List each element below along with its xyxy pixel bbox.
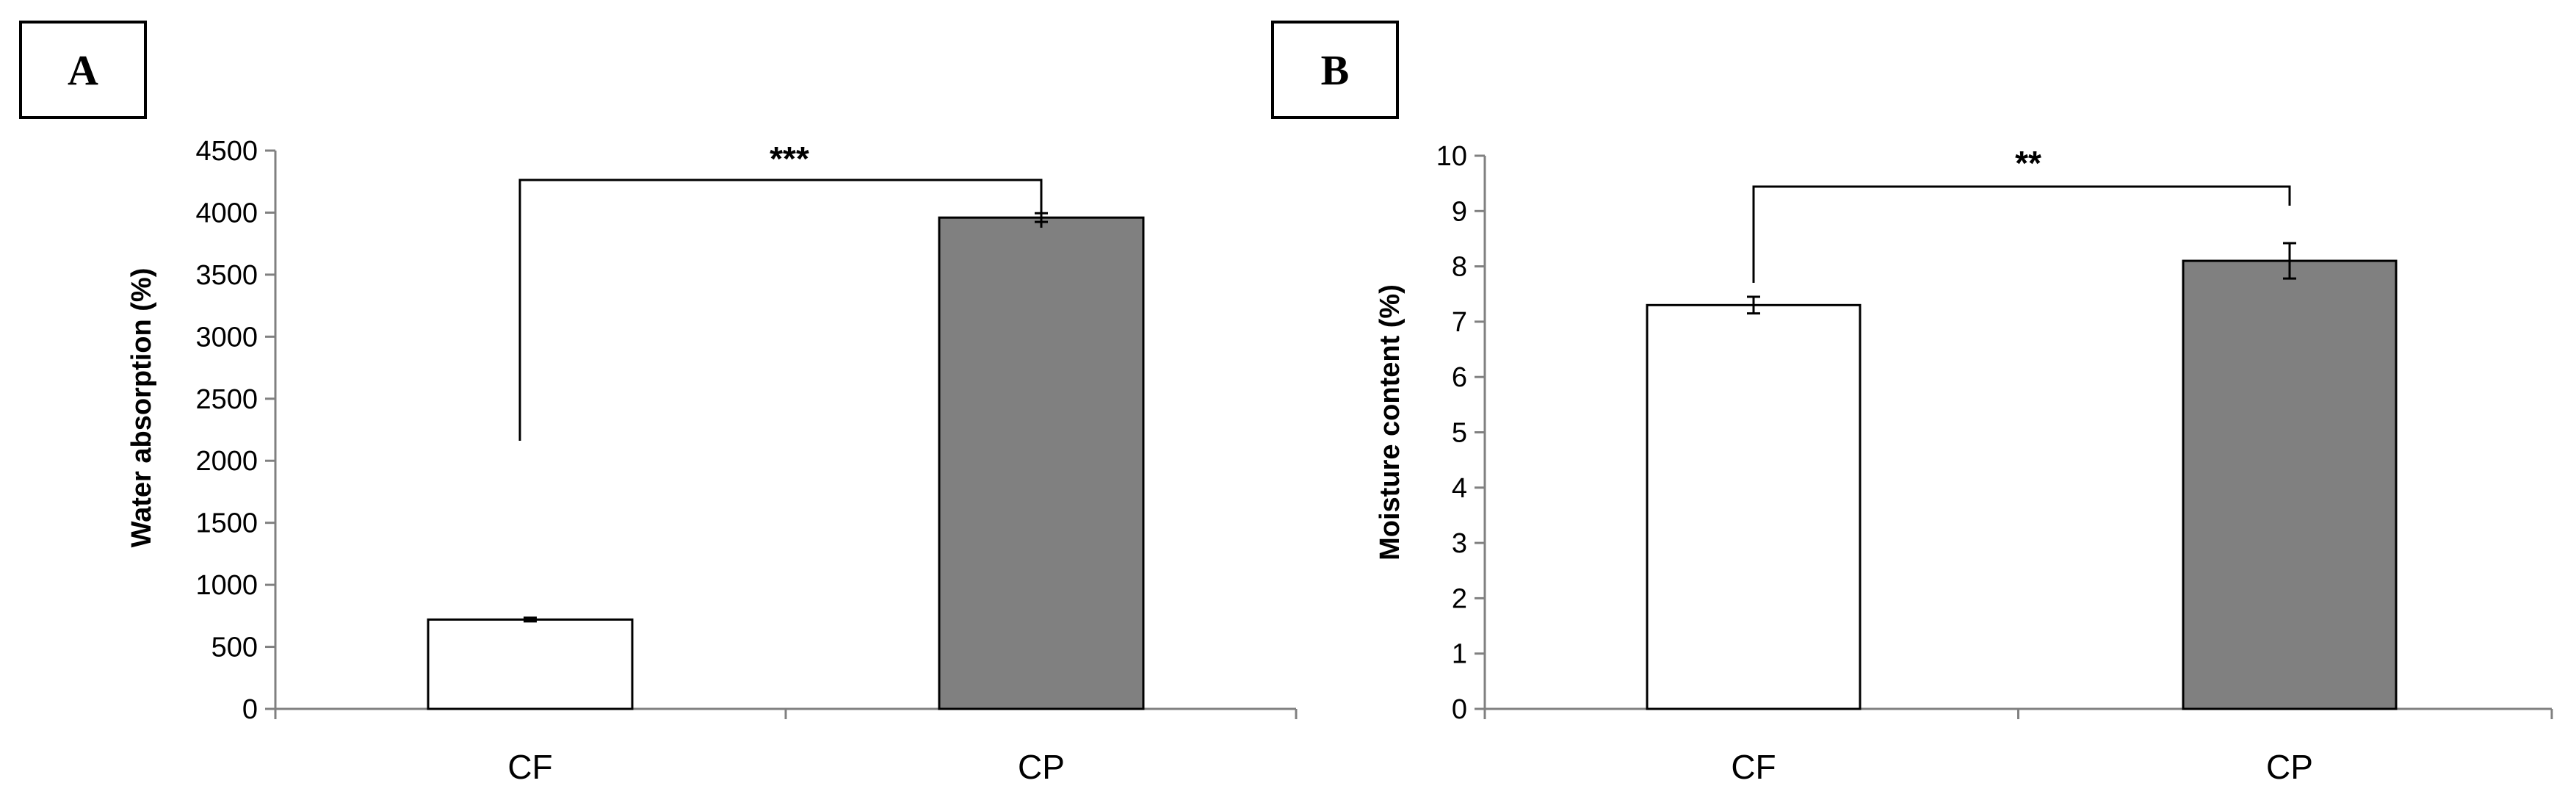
panel-a-bracket-line	[518, 179, 1043, 441]
panel-a-y-tick-label: 500	[211, 632, 258, 663]
panel-b-error-bars	[1747, 242, 2296, 315]
panel-b-label-box	[1271, 21, 1399, 119]
panel-a-y-tick-label: 2500	[195, 384, 258, 415]
panel-a-category-label: CF	[507, 748, 552, 786]
panel-b-y-tick-label: 4	[1452, 473, 1467, 504]
panel-a-bars	[427, 216, 1145, 710]
panel-a-x-ticks: CF CP	[507, 748, 1065, 786]
panel-a-y-ticks: 0 500 1000 1500 2000 2500 3000 3500 4000 4500	[195, 136, 275, 725]
panel-a-y-tick-label: 2000	[195, 446, 258, 477]
panel-a-category-label: CP	[1018, 748, 1065, 786]
panel-b-chart: B Moisture content (%) 0 1 2 3 4 5 6 7 8 9 10 CF CP…	[1271, 21, 2553, 786]
panel-b-x-ticks: CF CP	[1731, 748, 2313, 786]
panel-a-significance-label: ***	[770, 140, 809, 178]
panel-a-bar-cp	[938, 216, 1145, 710]
panel-b-bar-cf	[1646, 303, 1862, 710]
panel-b-category-label: CP	[2266, 748, 2313, 786]
panel-b-y-tick-label: 7	[1452, 307, 1467, 338]
panel-b-y-tick-label: 2	[1452, 583, 1467, 614]
panel-b-y-tick-label: 9	[1452, 196, 1467, 227]
panel-b-y-tick-label: 1	[1452, 639, 1467, 670]
panel-b-label: B	[1321, 46, 1350, 94]
panel-a-y-tick-label: 1500	[195, 508, 258, 539]
panel-a-y-tick-label: 3500	[195, 260, 258, 291]
panel-a-y-tick-label: 1000	[195, 570, 258, 601]
panel-a-bar-cf	[427, 618, 634, 710]
panel-b-y-tick-label: 6	[1452, 362, 1467, 393]
panel-a-label: A	[68, 46, 98, 94]
panel-b-bars	[1646, 259, 2398, 710]
panel-a-y-tick-label: 0	[242, 694, 258, 725]
panel-b-y-axis-label: Moisture content (%)	[1375, 284, 1405, 561]
panel-b-y-tick-label: 0	[1452, 694, 1467, 725]
panel-b-significance-label: **	[2015, 144, 2041, 182]
panel-b-bracket-line	[1752, 185, 2291, 283]
panel-a-y-axis-label: Water absorption (%)	[126, 268, 157, 548]
panel-a-y-tick-label: 4500	[195, 136, 258, 167]
panel-b-y-tick-label: 5	[1452, 418, 1467, 449]
panel-b-y-tick-label: 10	[1436, 141, 1467, 172]
panel-a-significance-bracket	[518, 179, 1043, 441]
panel-b-significance-bracket	[1752, 185, 2291, 283]
panel-b-y-tick-label: 8	[1452, 252, 1467, 283]
panel-a-y-tick-label: 3000	[195, 322, 258, 353]
panel-a-label-box	[19, 21, 147, 119]
panel-b-category-label: CF	[1731, 748, 1776, 786]
panel-b-bar-cp	[2182, 259, 2398, 710]
panel-b-y-ticks: 0 1 2 3 4 5 6 7 8 9 10	[1436, 141, 1485, 725]
panel-a-y-tick-label: 4000	[195, 198, 258, 228]
panel-a-chart: A Water absorption (%) 0 500 1000 1500 2000 2…	[19, 21, 1298, 786]
panel-b-y-tick-label: 3	[1452, 528, 1467, 559]
